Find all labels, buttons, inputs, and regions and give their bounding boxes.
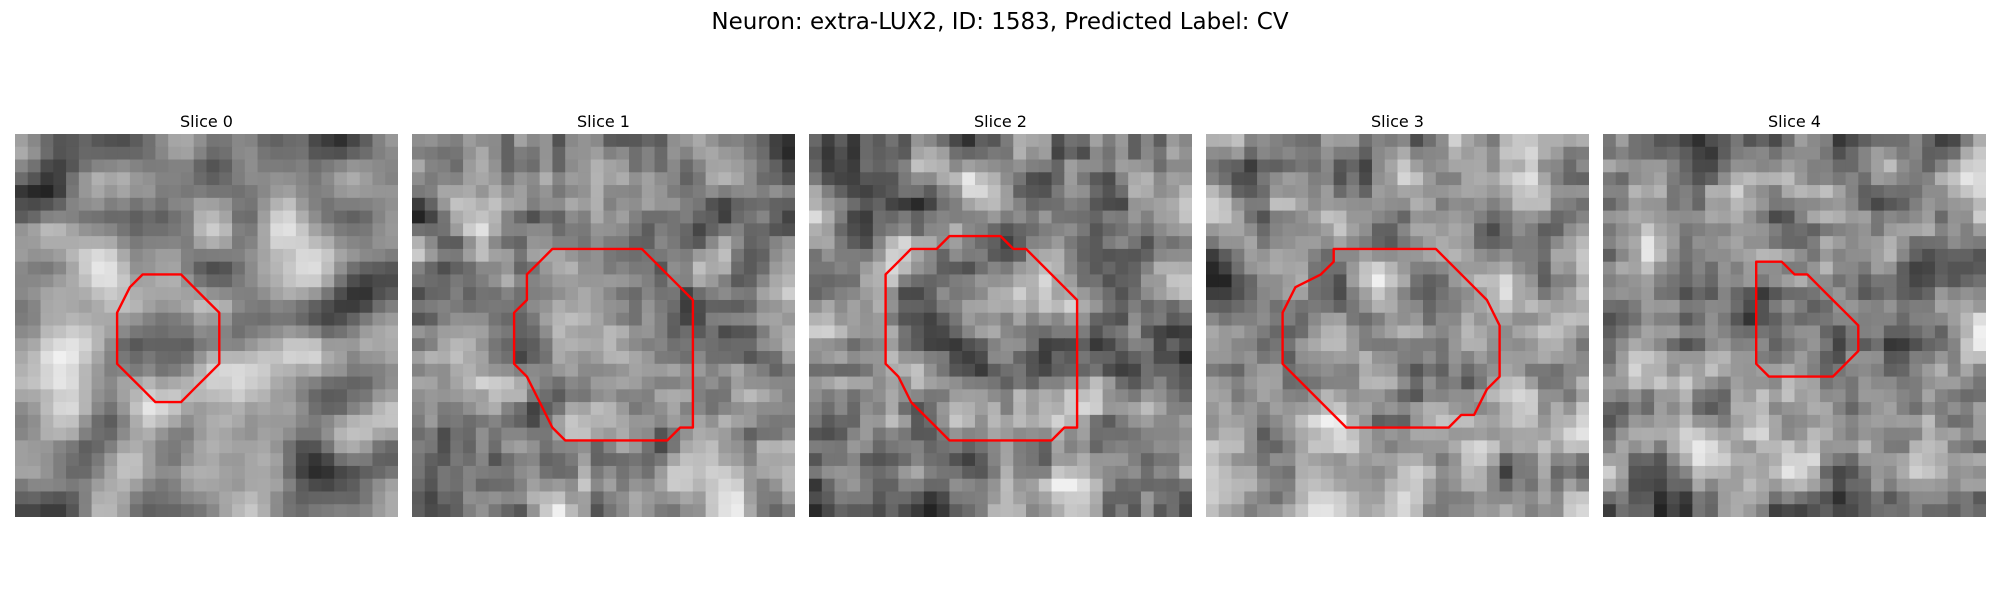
slice-title: Slice 2 [809, 110, 1192, 134]
slice-title: Slice 4 [1603, 110, 1986, 134]
slice-panel-1: Slice 1 [412, 110, 795, 517]
slice-image [1206, 134, 1589, 517]
grayscale-pixels [1603, 134, 1986, 517]
slice-title: Slice 3 [1206, 110, 1589, 134]
slice-panel-0: Slice 0 [15, 110, 398, 517]
slice-panel-3: Slice 3 [1206, 110, 1589, 517]
slice-image [412, 134, 795, 517]
figure-title: Neuron: extra-LUX2, ID: 1583, Predicted … [0, 6, 2000, 38]
slice-image [15, 134, 398, 517]
grayscale-pixels [15, 134, 398, 517]
grayscale-pixels [1206, 134, 1589, 517]
slice-title: Slice 1 [412, 110, 795, 134]
grayscale-pixels [809, 134, 1192, 517]
slice-panel-2: Slice 2 [809, 110, 1192, 517]
slice-image [809, 134, 1192, 517]
slice-panel-4: Slice 4 [1603, 110, 1986, 517]
slice-title: Slice 0 [15, 110, 398, 134]
slice-image [1603, 134, 1986, 517]
grayscale-pixels [412, 134, 795, 517]
